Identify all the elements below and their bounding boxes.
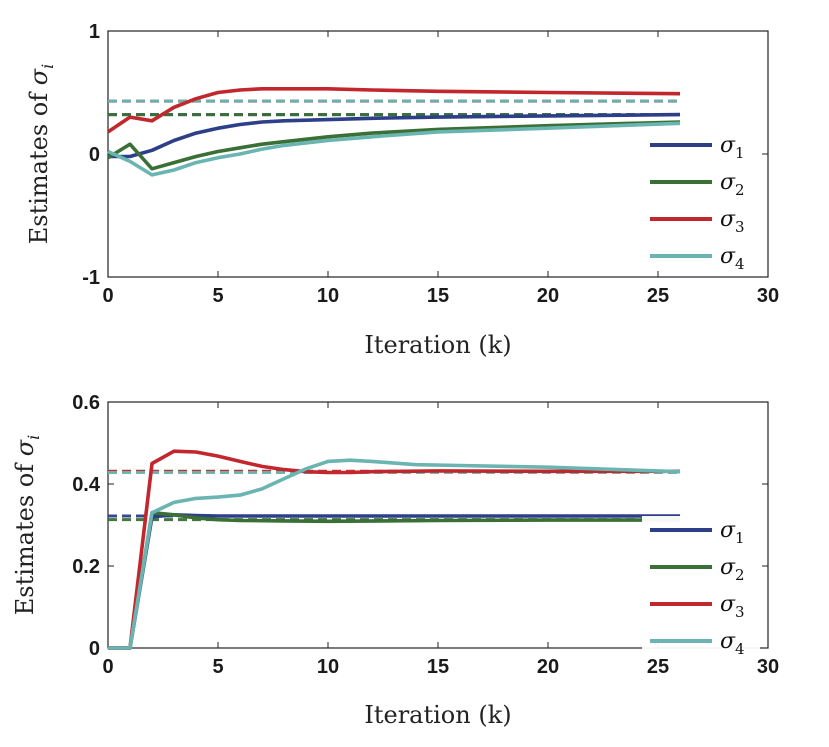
x-tick-label: 30: [757, 285, 779, 307]
legend-label-sigma-3: σ3: [720, 592, 745, 621]
y-tick-label: 0.6: [72, 392, 100, 414]
x-tick-label: 10: [317, 285, 339, 307]
series-line-sigma-2: [107, 120, 681, 171]
legend-label-sigma-2: σ2: [720, 555, 745, 584]
series-line-sigma-3: [108, 449, 680, 650]
y-tick-label: 1: [89, 21, 100, 43]
x-tick-label: 15: [427, 656, 449, 678]
legend-label-sigma-1: σ1: [720, 518, 745, 547]
x-tick-label: 0: [102, 656, 113, 678]
x-tick-label: 25: [647, 656, 669, 678]
x-tick-label: 5: [212, 285, 223, 307]
y-axis-label: Estimates of σi: [25, 64, 57, 245]
x-tick-label: 10: [317, 656, 339, 678]
x-tick-label: 20: [537, 656, 559, 678]
chart-2: 0 5 10 15 20 25 30 0 0.2 0.4 0.6 Iteration (k) Estim…: [11, 392, 779, 729]
series-line-sigma-3: [106, 87, 681, 134]
legend-label-sigma-4: σ4: [720, 244, 745, 273]
series-line-sigma-1: [108, 512, 680, 650]
y-tick-label: 0.2: [72, 556, 100, 578]
x-axis-label: Iteration (k): [364, 331, 511, 359]
x-tick-label: 15: [427, 285, 449, 307]
y-tick-label: -1: [82, 267, 100, 289]
series-line-sigma-2: [108, 510, 680, 650]
x-axis-label: Iteration (k): [364, 701, 511, 729]
y-tick-label: 0: [89, 144, 100, 166]
x-tick-label: 0: [102, 285, 113, 307]
series-line-sigma-1: [108, 112, 681, 159]
x-tick-label: 30: [757, 656, 779, 678]
legend-label-sigma-4: σ4: [720, 629, 745, 658]
legend-label-sigma-2: σ2: [720, 170, 745, 199]
y-tick-label: 0.4: [72, 474, 101, 496]
y-tick-label: 0: [89, 638, 100, 660]
x-tick-label: 25: [647, 285, 669, 307]
x-tick-label: 5: [212, 656, 223, 678]
series-line-sigma-4: [108, 458, 681, 650]
x-tick-label: 20: [537, 285, 559, 307]
legend-label-sigma-1: σ1: [720, 133, 745, 162]
series-line-sigma-4: [107, 121, 681, 177]
y-axis-label: Estimates of σi: [11, 435, 43, 616]
legend-label-sigma-3: σ3: [720, 207, 745, 236]
